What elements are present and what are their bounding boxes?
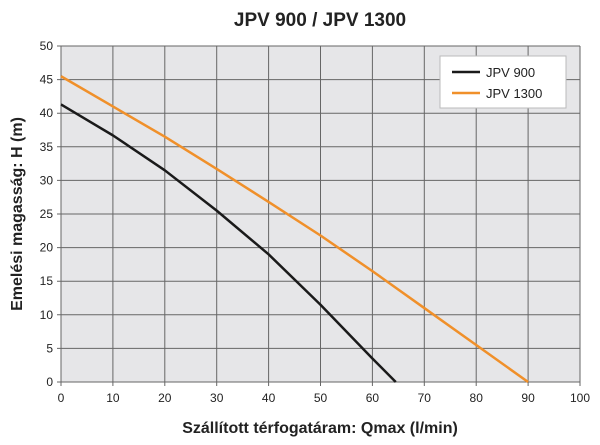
y-tick-label: 5 [46,341,53,355]
x-tick-label: 10 [106,391,120,405]
chart-title: JPV 900 / JPV 1300 [234,10,406,31]
x-tick-label: 0 [58,391,65,405]
legend-box [439,55,567,109]
x-tick-label: 60 [366,391,380,405]
legend-label: JPV 1300 [486,86,542,101]
y-axis-label: Emelési magasság: H (m) [9,117,26,311]
series-line-jpv-1300 [60,75,529,384]
y-tick-label: 25 [40,207,54,221]
x-tick-label: 50 [314,391,328,405]
y-tick-label: 45 [40,73,54,87]
y-tick-label: 35 [40,140,54,154]
y-tick-label: 15 [40,274,54,288]
x-tick-label: 70 [418,391,432,405]
x-tick-label: 20 [158,391,172,405]
x-tick-label: 40 [262,391,276,405]
y-tick-label: 30 [40,173,54,187]
y-tick-label: 20 [40,241,54,255]
x-axis-label: Szállított térfogatáram: Qmax (l/min) [182,420,458,437]
y-tick-label: 40 [40,106,54,120]
x-tick-label: 30 [210,391,224,405]
y-tick-label: 10 [40,308,54,322]
y-tick-label: 50 [40,39,54,53]
x-tick-label: 80 [470,391,484,405]
series-line-jpv-900 [60,103,397,383]
x-tick-label: 90 [521,391,535,405]
x-tick-label: 100 [570,391,590,405]
y-tick-label: 0 [46,375,53,389]
legend-label: JPV 900 [486,65,535,80]
